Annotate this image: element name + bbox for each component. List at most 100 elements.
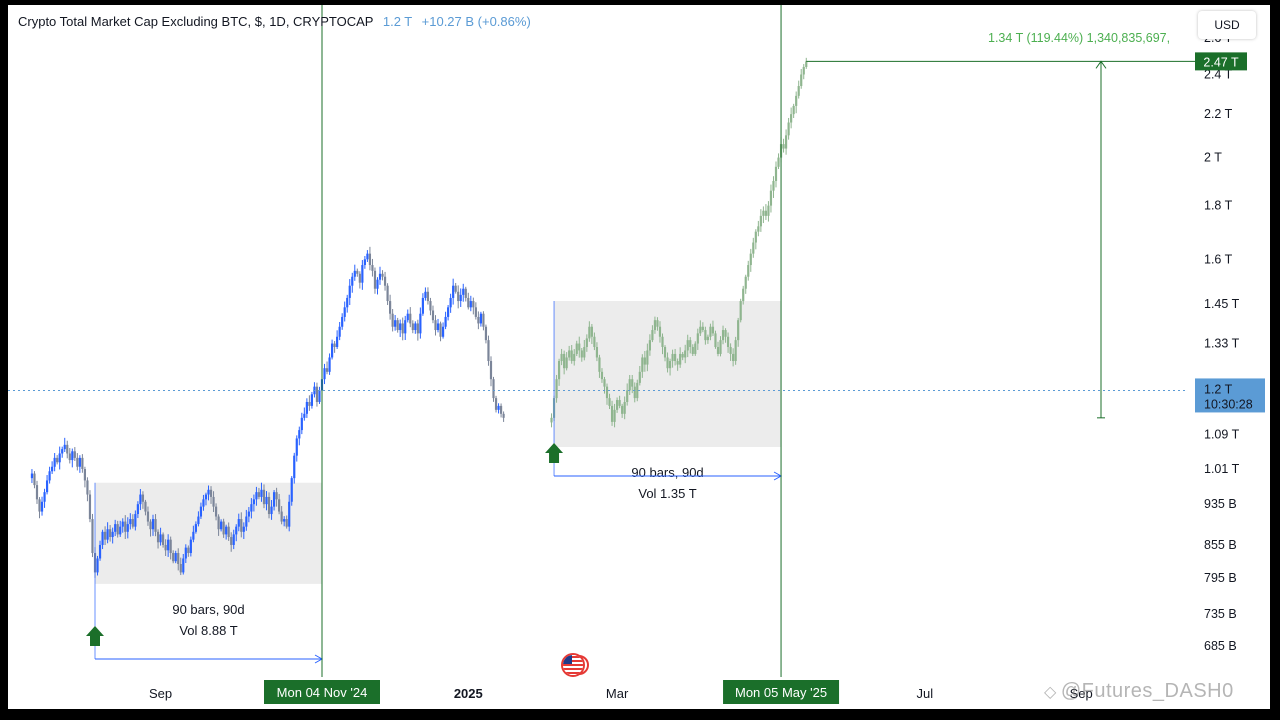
candle: [346, 297, 349, 308]
candle: [300, 417, 303, 431]
candle: [767, 205, 770, 216]
candle: [472, 301, 475, 308]
candle: [220, 521, 223, 530]
candle: [129, 519, 132, 525]
candle: [222, 521, 225, 535]
candle: [719, 340, 722, 354]
up-arrow-icon: [545, 443, 564, 463]
candle: [638, 371, 641, 383]
candle: [795, 95, 798, 106]
candle: [230, 537, 233, 545]
candle: [232, 534, 235, 545]
candle: [462, 288, 465, 295]
candle: [787, 122, 790, 136]
candle: [643, 357, 646, 365]
candle: [477, 316, 480, 324]
candle: [61, 449, 64, 454]
candle: [782, 144, 785, 149]
candle: [568, 350, 571, 358]
y-tick-label: 1.09 T: [1204, 427, 1240, 441]
candle: [290, 478, 293, 502]
candle: [580, 350, 583, 358]
candle: [674, 353, 677, 362]
candle: [199, 506, 203, 517]
candle: [792, 105, 795, 115]
candle: [575, 343, 578, 354]
candle: [467, 297, 470, 308]
range-volume-label: Vol 8.88 T: [179, 623, 237, 638]
candle: [737, 320, 740, 341]
current-price-label: 1.2 T: [1204, 382, 1233, 396]
candle: [616, 400, 619, 410]
watermark: ◇ @Futures_DASH0: [1044, 680, 1234, 702]
candle: [242, 526, 245, 532]
candle: [63, 444, 66, 450]
candle: [378, 273, 382, 280]
candle: [358, 273, 361, 283]
candle: [653, 320, 657, 331]
candle: [194, 524, 197, 532]
candle: [53, 457, 56, 467]
candle: [131, 519, 134, 527]
candle: [51, 466, 54, 472]
candle: [126, 524, 129, 532]
date-marker-label: Mon 05 May '25: [735, 685, 827, 700]
candle: [439, 323, 442, 337]
currency-button[interactable]: USD: [1198, 11, 1256, 39]
candle: [598, 357, 601, 372]
candle: [436, 323, 440, 331]
candle: [240, 519, 243, 532]
candle: [270, 506, 273, 515]
candle: [202, 499, 205, 507]
candle: [73, 451, 76, 458]
candle: [399, 323, 402, 331]
candle: [124, 521, 127, 532]
candle: [628, 379, 631, 391]
candle: [154, 519, 157, 532]
price-chart[interactable]: 90 bars, 90d Vol 8.88 T 90 bars, 90d Vol 1.…: [8, 5, 1270, 709]
candle: [167, 539, 170, 551]
candle: [447, 307, 450, 317]
candle: [492, 379, 495, 399]
x-tick-label: Sep: [149, 686, 172, 701]
date-marker-badge: [264, 680, 380, 704]
candle: [136, 504, 139, 515]
candle: [701, 326, 704, 331]
candle: [56, 457, 59, 463]
candle: [744, 276, 747, 289]
candle: [631, 379, 634, 387]
candle: [668, 361, 672, 369]
y-tick-label: 735 B: [1204, 607, 1237, 621]
candle: [484, 326, 488, 341]
candle: [608, 398, 611, 406]
candle: [106, 529, 109, 540]
y-tick-label: 855 B: [1204, 538, 1237, 552]
candle: [691, 346, 694, 354]
candle: [416, 323, 419, 334]
candle: [207, 489, 210, 495]
y-tick-label: 2.4 T: [1204, 67, 1233, 81]
y-tick-label: 1.6 T: [1204, 252, 1233, 266]
candle: [494, 398, 498, 410]
candle: [666, 357, 669, 369]
candle: [343, 307, 346, 317]
candle: [225, 526, 228, 535]
candle: [732, 353, 735, 362]
us-flag-icon[interactable]: [557, 653, 589, 677]
candle: [139, 494, 142, 505]
candle: [784, 135, 788, 149]
candle: [800, 74, 803, 87]
candle: [444, 316, 447, 327]
candle: [623, 401, 626, 414]
candle: [280, 511, 283, 522]
candle: [749, 253, 752, 266]
candle: [774, 166, 778, 181]
candle: [409, 313, 412, 324]
candle: [30, 473, 34, 479]
candle: [295, 438, 298, 456]
candle: [255, 492, 258, 500]
candle: [452, 285, 455, 298]
candle: [550, 417, 553, 423]
candle: [414, 323, 417, 331]
candle: [431, 310, 435, 321]
